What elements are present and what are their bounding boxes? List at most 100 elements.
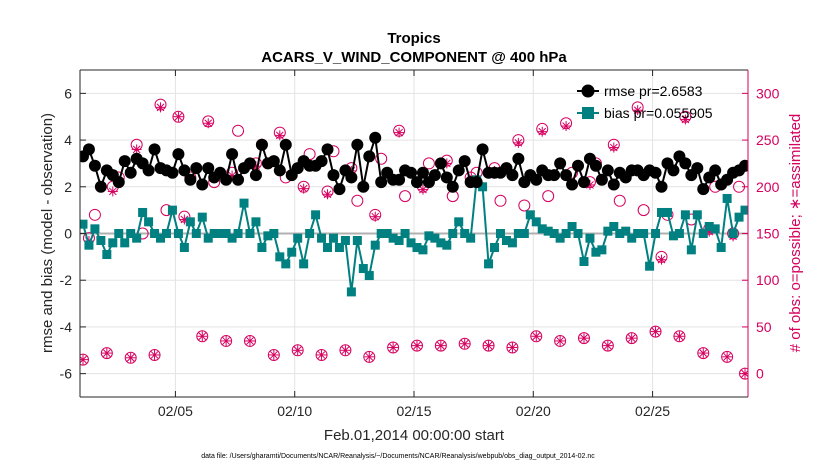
obs-assimilated-point — [125, 352, 136, 363]
chart-subtitle: ACARS_V_WIND_COMPONENT @ 400 hPa — [261, 49, 567, 66]
obs-assimilated-point — [221, 335, 232, 346]
bias-point — [150, 229, 160, 238]
rmse-point — [369, 131, 382, 144]
y-right-tick-label-4: 200 — [756, 179, 780, 195]
obs-possible-point — [721, 350, 734, 363]
rmse-point — [667, 164, 680, 177]
rmse-point — [512, 152, 525, 165]
asterisk-stroke — [538, 127, 547, 136]
y-tick-label-2: -2 — [60, 272, 73, 288]
bias-point — [704, 221, 714, 231]
rmse-point — [142, 164, 155, 177]
bias-point — [680, 210, 690, 220]
bias-point — [698, 229, 708, 238]
x-tick-label-2: 02/15 — [396, 403, 431, 419]
obs-assimilated-point — [244, 335, 255, 346]
rmse-point — [476, 143, 489, 156]
obs-assimilated-point — [131, 144, 142, 155]
rmse-point — [607, 178, 620, 191]
obs-possible-point — [649, 325, 662, 338]
bias-point — [197, 212, 207, 222]
rmse-point — [560, 169, 573, 182]
bias-point — [525, 210, 535, 220]
obs-assimilated-point — [316, 349, 327, 360]
obs-possible-point — [243, 334, 256, 347]
asterisk-stroke — [609, 143, 618, 152]
rmse-point — [416, 166, 429, 179]
asterisk-stroke — [180, 215, 189, 224]
obs-possible-point — [363, 350, 376, 363]
bias-point — [370, 240, 380, 250]
obs-possible-point — [482, 339, 495, 352]
x-tick-label-4: 02/25 — [635, 403, 670, 419]
asterisk-stroke — [317, 351, 326, 359]
bias-point — [740, 205, 748, 215]
rmse-point — [709, 164, 722, 177]
asterisk-stroke — [532, 332, 541, 341]
bias-point — [442, 240, 452, 250]
bias-point — [448, 229, 458, 238]
bias-point — [293, 233, 303, 243]
obs-possible-point — [518, 199, 531, 212]
obs-assimilated-point — [507, 342, 518, 353]
rmse-point — [679, 157, 692, 170]
asterisk-stroke — [299, 184, 308, 193]
rmse-point — [458, 155, 471, 168]
bias-point — [328, 233, 338, 243]
bias-point — [227, 233, 237, 243]
bias-point — [579, 257, 589, 267]
asterisk-stroke — [108, 187, 117, 196]
asterisk-stroke — [150, 351, 159, 359]
rmse-point — [363, 150, 376, 163]
bias-point — [263, 231, 273, 241]
y-tick-label-4: 2 — [64, 179, 72, 195]
legend: rmse pr=2.6583 bias pr=0.055905 — [577, 83, 713, 121]
rmse-point — [190, 162, 203, 175]
obs-possible-point — [637, 204, 650, 217]
bias-point — [120, 238, 130, 248]
bias-point — [388, 233, 398, 243]
obs-possible-point — [148, 348, 161, 361]
obs-assimilated-point — [459, 338, 470, 349]
obs-assimilated-point — [370, 211, 381, 222]
legend-bias-marker — [582, 107, 594, 119]
asterisk-stroke — [174, 112, 183, 121]
chart-title: Tropics — [387, 30, 440, 47]
y-axis-right-label: # of obs: o=possible; ∗=assimilated — [787, 114, 804, 353]
data-file-footnote: data file: /Users/gharamti/Documents/NCA… — [201, 453, 595, 460]
asterisk-stroke — [436, 341, 445, 350]
asterisk-stroke — [514, 139, 523, 147]
bias-point — [585, 233, 595, 243]
bias-point — [132, 233, 142, 243]
bias-point — [96, 236, 106, 246]
rmse-point — [249, 169, 262, 182]
asterisk-stroke — [395, 128, 403, 137]
rmse-point — [333, 183, 346, 196]
asterisk-stroke — [633, 106, 642, 115]
bias-point — [657, 207, 667, 217]
rmse-point — [446, 180, 459, 193]
rmse-point — [601, 164, 614, 177]
obs-assimilated-point — [531, 331, 542, 342]
bias-point — [382, 229, 392, 238]
rmse-point — [112, 176, 125, 189]
obs-possible-point — [739, 367, 748, 380]
obs-assimilated-point — [698, 348, 709, 359]
obs-assimilated-point — [483, 340, 494, 351]
obs-possible-point — [196, 330, 209, 343]
bias-point — [454, 217, 464, 227]
obs-possible-point — [220, 334, 233, 347]
obs-possible-point — [554, 334, 567, 347]
y-right-tick-label-6: 300 — [756, 85, 780, 101]
obs-possible-point — [303, 148, 316, 161]
rmse-point — [178, 164, 191, 177]
y-tick-label-5: 4 — [64, 132, 72, 148]
rmse-point — [452, 164, 465, 177]
asterisk-stroke — [156, 103, 165, 112]
rmse-point — [226, 148, 239, 161]
y-tick-label-3: 0 — [64, 226, 72, 242]
bias-point — [161, 229, 171, 238]
x-tick-label-1: 02/10 — [277, 403, 312, 419]
obs-possible-point — [422, 157, 435, 170]
